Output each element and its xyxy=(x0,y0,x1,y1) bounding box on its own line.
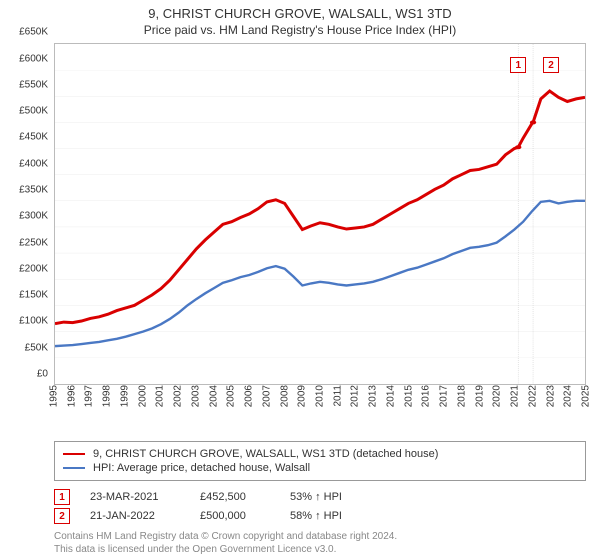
x-tick-label: 2001 xyxy=(155,385,166,407)
x-tick-label: 2000 xyxy=(137,385,148,407)
x-tick-label: 2002 xyxy=(173,385,184,407)
x-tick-label: 2010 xyxy=(315,385,326,407)
legend-swatch xyxy=(63,467,85,469)
x-tick-label: 2006 xyxy=(244,385,255,407)
chart-container: 9, CHRIST CHURCH GROVE, WALSALL, WS1 3TD… xyxy=(0,0,600,560)
marker-date: 23-MAR-2021 xyxy=(90,491,200,503)
x-tick-label: 2003 xyxy=(190,385,201,407)
x-tick-label: 2009 xyxy=(297,385,308,407)
footer-line-1: Contains HM Land Registry data © Crown c… xyxy=(54,530,590,543)
marker-table: 1 23-MAR-2021 £452,500 53% ↑ HPI 2 21-JA… xyxy=(54,489,590,524)
marker-pct: 53% ↑ HPI xyxy=(290,491,342,503)
x-tick-label: 2015 xyxy=(403,385,414,407)
marker-row: 1 23-MAR-2021 £452,500 53% ↑ HPI xyxy=(54,489,590,505)
x-tick-label: 2004 xyxy=(208,385,219,407)
chart-title: 9, CHRIST CHURCH GROVE, WALSALL, WS1 3TD xyxy=(10,6,590,22)
x-tick-label: 2008 xyxy=(279,385,290,407)
x-tick-label: 1995 xyxy=(49,385,60,407)
x-axis: 1995199619971998199920002001200220032004… xyxy=(54,385,586,403)
y-tick-label: £0 xyxy=(37,369,48,380)
marker-index-box: 2 xyxy=(54,508,70,524)
legend-label: 9, CHRIST CHURCH GROVE, WALSALL, WS1 3TD… xyxy=(93,448,438,460)
y-tick-label: £450K xyxy=(19,132,48,143)
x-tick-label: 2023 xyxy=(545,385,556,407)
footer: Contains HM Land Registry data © Crown c… xyxy=(54,530,590,556)
legend-item: 9, CHRIST CHURCH GROVE, WALSALL, WS1 3TD… xyxy=(63,447,577,461)
x-tick-label: 2025 xyxy=(581,385,592,407)
x-tick-label: 2005 xyxy=(226,385,237,407)
marker-date: 21-JAN-2022 xyxy=(90,510,200,522)
x-tick-label: 1999 xyxy=(119,385,130,407)
x-tick-label: 2018 xyxy=(456,385,467,407)
x-tick-label: 2012 xyxy=(350,385,361,407)
y-tick-label: £500K xyxy=(19,106,48,117)
marker-flag-2: 2 xyxy=(543,57,559,73)
x-tick-label: 2011 xyxy=(332,385,343,407)
chart-subtitle: Price paid vs. HM Land Registry's House … xyxy=(10,23,590,37)
y-tick-label: £650K xyxy=(19,27,48,38)
y-tick-label: £150K xyxy=(19,290,48,301)
legend: 9, CHRIST CHURCH GROVE, WALSALL, WS1 3TD… xyxy=(54,441,586,481)
x-tick-label: 1997 xyxy=(84,385,95,407)
x-tick-label: 1996 xyxy=(66,385,77,407)
legend-swatch xyxy=(63,453,85,455)
plot-area: £0 £50K £100K £150K £200K £250K £300K £350K £400… xyxy=(10,43,590,403)
y-tick-label: £300K xyxy=(19,211,48,222)
legend-item: HPI: Average price, detached house, Wals… xyxy=(63,461,577,475)
marker-price: £500,000 xyxy=(200,510,290,522)
y-tick-label: £100K xyxy=(19,316,48,327)
x-tick-label: 2014 xyxy=(385,385,396,407)
x-tick-label: 2021 xyxy=(510,385,521,407)
x-tick-label: 2007 xyxy=(261,385,272,407)
x-tick-label: 2024 xyxy=(563,385,574,407)
chart-canvas: 12 xyxy=(54,43,586,385)
footer-line-2: This data is licensed under the Open Gov… xyxy=(54,543,590,556)
y-tick-label: £400K xyxy=(19,158,48,169)
x-tick-label: 2020 xyxy=(492,385,503,407)
marker-pct: 58% ↑ HPI xyxy=(290,510,342,522)
below-chart: 9, CHRIST CHURCH GROVE, WALSALL, WS1 3TD… xyxy=(10,441,590,556)
x-tick-label: 1998 xyxy=(102,385,113,407)
y-tick-label: £550K xyxy=(19,79,48,90)
marker-index-box: 1 xyxy=(54,489,70,505)
y-tick-label: £600K xyxy=(19,53,48,64)
y-axis: £0 £50K £100K £150K £200K £250K £300K £350K £400… xyxy=(10,43,52,385)
x-tick-label: 2017 xyxy=(439,385,450,407)
x-tick-label: 2016 xyxy=(421,385,432,407)
y-tick-label: £50K xyxy=(25,342,48,353)
y-tick-label: £250K xyxy=(19,237,48,248)
y-tick-label: £200K xyxy=(19,263,48,274)
x-tick-label: 2019 xyxy=(474,385,485,407)
marker-flag-1: 1 xyxy=(510,57,526,73)
marker-row: 2 21-JAN-2022 £500,000 58% ↑ HPI xyxy=(54,508,590,524)
x-tick-label: 2022 xyxy=(527,385,538,407)
marker-price: £452,500 xyxy=(200,491,290,503)
y-tick-label: £350K xyxy=(19,184,48,195)
x-tick-label: 2013 xyxy=(368,385,379,407)
legend-label: HPI: Average price, detached house, Wals… xyxy=(93,462,310,474)
